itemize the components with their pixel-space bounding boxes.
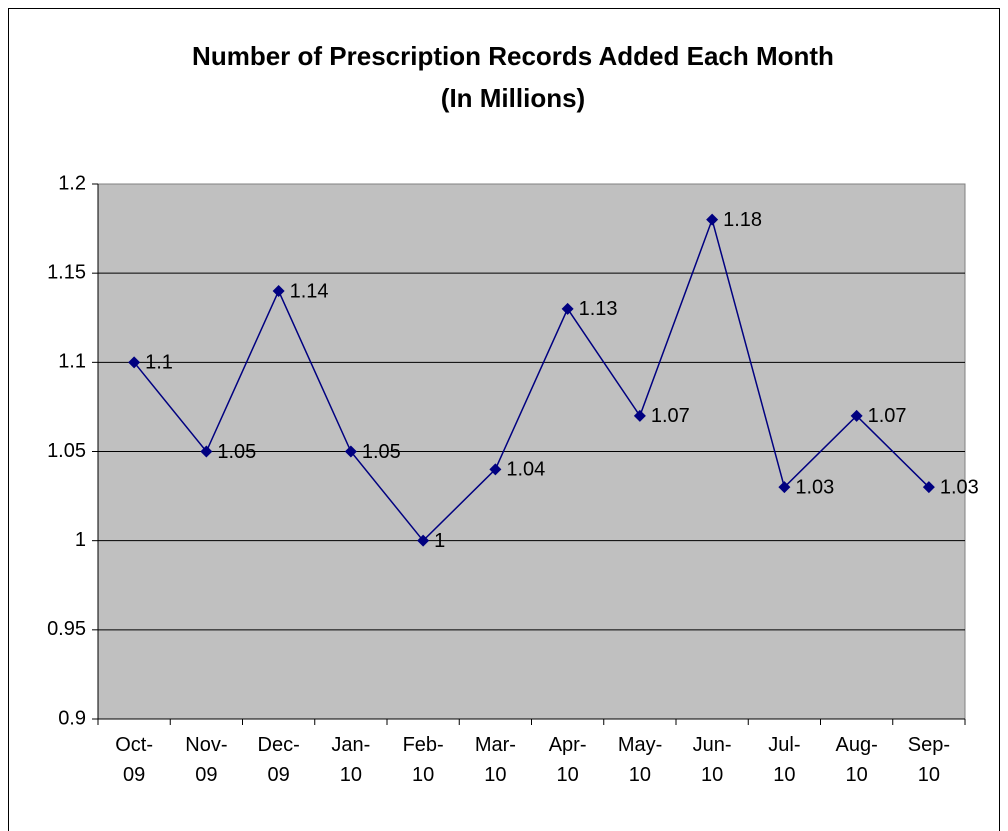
x-tick-label: Feb-10	[402, 734, 444, 786]
data-label: 1.05	[217, 441, 256, 463]
data-label: 1.07	[868, 405, 907, 427]
y-tick-label: 1.15	[47, 261, 86, 283]
data-point	[633, 409, 646, 422]
y-tick-label: 0.9	[58, 707, 86, 729]
data-point	[128, 356, 141, 369]
x-tick-label: Sep-10	[907, 734, 950, 786]
data-label: 1	[434, 530, 445, 552]
x-tick-label: Jul-10	[768, 734, 801, 786]
data-point	[200, 445, 213, 458]
x-tick-label: May-10	[617, 734, 663, 786]
data-label: 1.03	[940, 476, 979, 498]
data-label: 1.1	[145, 352, 173, 374]
chart-title: Number of Prescription Records Added Eac…	[192, 41, 834, 71]
y-tick-label: 1.2	[58, 172, 86, 194]
data-label: 1.05	[362, 441, 401, 463]
x-tick-label: Jan-10	[331, 734, 371, 786]
data-point	[778, 481, 791, 494]
x-tick-label: Jun-10	[692, 734, 732, 786]
data-point	[489, 463, 502, 476]
x-tick-label: Apr-10	[548, 734, 587, 786]
data-line	[133, 217, 930, 542]
data-point	[344, 445, 357, 458]
x-tick-label: Nov-09	[185, 734, 228, 786]
y-tick-label: 0.95	[47, 618, 86, 640]
data-label: 1.18	[723, 209, 762, 231]
data-label: 1.04	[506, 459, 545, 481]
data-point	[272, 285, 285, 297]
data-point	[922, 481, 935, 494]
data-label: 1.07	[651, 405, 690, 427]
chart-subtitle: (In Millions)	[441, 83, 585, 113]
x-tick-label: Mar-10	[474, 734, 516, 786]
data-point	[706, 213, 719, 226]
data-label: 1.14	[290, 280, 329, 302]
x-tick-label: Aug-10	[835, 734, 878, 786]
data-point	[561, 302, 574, 315]
data-label: 1.13	[579, 298, 618, 320]
data-label: 1.03	[795, 476, 834, 498]
data-point	[417, 534, 430, 547]
y-tick-label: 1	[75, 529, 86, 551]
y-tick-label: 1.05	[47, 440, 86, 462]
data-point	[850, 409, 863, 422]
y-tick-label: 1.1	[58, 351, 86, 373]
x-tick-label: Oct-09	[115, 734, 154, 786]
x-tick-label: Dec-09	[257, 734, 300, 786]
